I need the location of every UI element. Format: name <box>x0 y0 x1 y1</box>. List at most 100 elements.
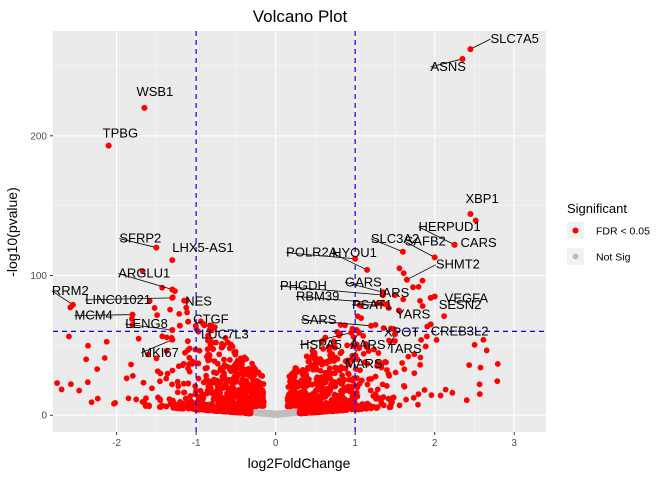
data-point-labeled <box>391 292 398 299</box>
gene-label: LHX5-AS1 <box>172 240 233 255</box>
x-tick-label: 1 <box>352 438 358 449</box>
data-point-sig <box>195 375 202 382</box>
gene-label: MARS <box>345 356 383 371</box>
data-point-labeled <box>348 329 355 336</box>
data-point-labeled <box>459 55 466 62</box>
data-point-sig <box>213 339 219 346</box>
data-point-sig <box>214 382 221 389</box>
data-point-sig <box>400 382 407 389</box>
x-tick-label: 2 <box>432 438 438 449</box>
data-point-sig <box>227 400 233 407</box>
data-point-sig <box>140 379 147 386</box>
data-point-sig <box>494 361 501 367</box>
gene-label-connector <box>470 38 491 50</box>
y-axis-title: -log10(pvalue) <box>4 187 20 277</box>
gene-label-connector <box>286 252 356 260</box>
data-point-sig <box>85 342 91 349</box>
data-point-sig <box>417 297 423 304</box>
data-point-sig <box>417 354 424 361</box>
data-point-sig <box>311 356 318 363</box>
y-tick-label: 100 <box>30 271 47 282</box>
data-point-sig <box>103 338 110 345</box>
gene-label: IARS <box>379 285 410 300</box>
gene-label: XBP1 <box>465 191 498 206</box>
data-point-sig <box>287 403 294 410</box>
legend-label-notsig: Not Sig <box>596 252 631 264</box>
data-point-sig <box>415 391 422 398</box>
data-point-sig <box>292 399 299 406</box>
data-point-sig <box>419 277 426 284</box>
gene-label: MKI67 <box>141 345 179 360</box>
data-point-sig <box>480 336 487 343</box>
data-point-sig <box>111 400 117 407</box>
data-point-sig <box>174 389 181 396</box>
data-point-sig <box>354 313 361 320</box>
gene-label-connector <box>344 347 360 365</box>
data-point-sig <box>374 363 381 369</box>
data-point-sig <box>83 356 90 363</box>
gene-label: CTGF <box>193 312 228 327</box>
data-point-sig <box>415 283 422 290</box>
data-point-sig <box>169 381 175 388</box>
data-point-sig <box>352 394 359 401</box>
data-point-labeled <box>185 318 192 325</box>
data-point-sig <box>342 407 348 414</box>
gene-label: SLC3A2 <box>371 231 419 246</box>
data-point-sig <box>225 386 232 392</box>
y-tick-label: 0 <box>41 411 47 422</box>
data-point-sig <box>227 406 234 413</box>
data-point-labeled <box>169 336 176 343</box>
data-point-sig <box>338 365 345 372</box>
data-point-labeled <box>364 266 371 273</box>
data-point-sig <box>219 373 226 380</box>
gene-label: POLR2A <box>286 245 338 260</box>
data-point-sig <box>213 370 220 376</box>
data-point-sig <box>202 404 209 411</box>
data-point-labeled <box>169 257 176 264</box>
data-point-sig <box>197 405 204 411</box>
data-point-sig <box>260 381 267 387</box>
data-point-labeled <box>399 248 406 255</box>
data-point-labeled <box>169 286 176 293</box>
data-point-labeled <box>368 322 375 329</box>
data-point-sig <box>299 407 306 413</box>
gene-label-connector <box>119 238 157 248</box>
data-point-sig <box>332 344 338 351</box>
data-point-sig <box>233 360 240 366</box>
data-point-sig <box>399 360 406 366</box>
data-point-notsig <box>283 410 290 416</box>
data-point-labeled <box>129 311 136 318</box>
gene-label-connector <box>51 290 74 306</box>
data-point-sig <box>305 376 312 383</box>
data-point-notsig <box>263 410 270 417</box>
data-point-sig <box>229 379 235 386</box>
data-point-labeled <box>427 321 434 328</box>
data-point-sig <box>477 364 484 371</box>
data-point-sig <box>289 384 296 391</box>
legend-label-sig: FDR < 0.05 <box>596 226 650 238</box>
gene-label-connector <box>85 297 173 301</box>
data-point-sig <box>367 387 374 394</box>
gene-label: SAFB2 <box>405 233 446 248</box>
gene-label: NES <box>185 294 212 309</box>
data-point-sig <box>246 407 253 414</box>
data-point-sig <box>389 395 396 402</box>
data-point-sig <box>401 366 408 373</box>
data-point-sig <box>332 370 338 377</box>
data-point-sig <box>372 321 379 328</box>
data-point-sig <box>345 397 352 404</box>
data-point-sig <box>210 346 216 352</box>
data-point-sig <box>240 366 247 373</box>
data-point-sig <box>240 397 246 404</box>
data-point-sig <box>233 409 240 416</box>
data-point-sig <box>184 309 191 316</box>
data-point-sig <box>364 381 371 388</box>
gene-label-connector <box>406 264 437 281</box>
data-point-sig <box>331 408 337 414</box>
data-point-sig <box>476 381 483 388</box>
gene-label-connector <box>430 58 463 68</box>
data-point-sig <box>139 268 146 274</box>
data-point-sig <box>298 381 305 388</box>
data-point-sig <box>180 360 187 367</box>
data-point-sig <box>354 384 361 391</box>
